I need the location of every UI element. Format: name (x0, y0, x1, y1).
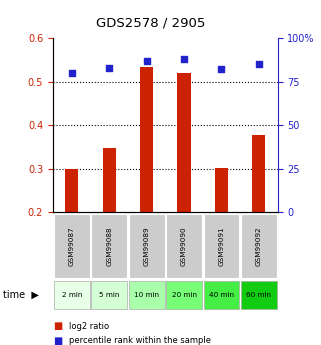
Text: 40 min: 40 min (209, 292, 234, 298)
Bar (204, 214, 239, 278)
Text: GSM99088: GSM99088 (106, 226, 112, 266)
Text: 20 min: 20 min (171, 292, 196, 298)
Bar (178, 73, 191, 212)
Bar (91, 214, 127, 278)
Text: log2 ratio: log2 ratio (69, 322, 109, 331)
Text: ■: ■ (53, 321, 62, 331)
Text: 5 min: 5 min (99, 292, 119, 298)
Point (144, 58, 149, 63)
Bar (166, 281, 202, 309)
Point (219, 67, 224, 72)
Bar (241, 214, 277, 278)
Bar (166, 214, 202, 278)
Text: GSM99090: GSM99090 (181, 226, 187, 266)
Bar (65, 169, 78, 212)
Point (69, 70, 74, 76)
Bar (215, 168, 228, 212)
Bar (103, 148, 116, 212)
Bar (129, 281, 165, 309)
Bar (204, 281, 239, 309)
Text: 10 min: 10 min (134, 292, 159, 298)
Text: ■: ■ (53, 336, 62, 345)
Bar (54, 281, 90, 309)
Point (181, 56, 187, 62)
Bar (140, 67, 153, 212)
Text: GDS2578 / 2905: GDS2578 / 2905 (96, 17, 205, 30)
Text: GSM99092: GSM99092 (256, 226, 262, 266)
Text: GSM99087: GSM99087 (69, 226, 75, 266)
Bar (54, 214, 90, 278)
Bar (91, 281, 127, 309)
Point (256, 61, 262, 67)
Bar (252, 135, 265, 212)
Text: time  ▶: time ▶ (3, 290, 39, 300)
Text: GSM99089: GSM99089 (143, 226, 150, 266)
Text: 2 min: 2 min (62, 292, 82, 298)
Point (107, 65, 112, 70)
Text: percentile rank within the sample: percentile rank within the sample (69, 336, 211, 345)
Text: GSM99091: GSM99091 (219, 226, 224, 266)
Bar (129, 214, 165, 278)
Bar (241, 281, 277, 309)
Text: 60 min: 60 min (247, 292, 272, 298)
